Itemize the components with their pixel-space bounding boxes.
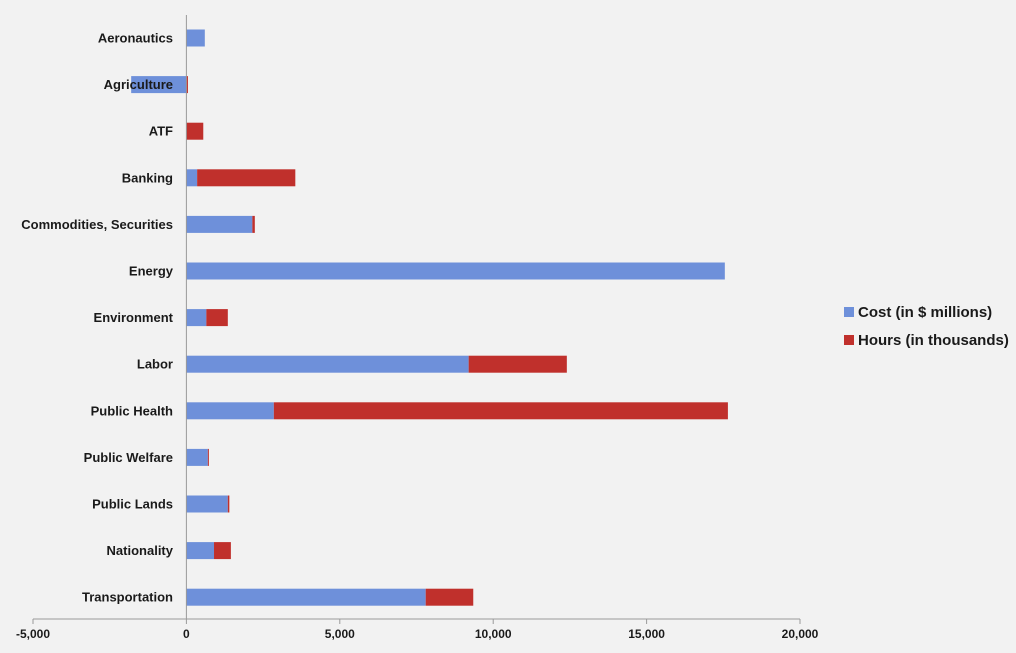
bar-labor-series-2	[468, 355, 567, 373]
bar-banking-series-2	[197, 169, 296, 187]
bar-agriculture-series-2	[186, 76, 188, 94]
x-ticks-layer: -5,000 0 5,000 10,000 15,000 20,000	[16, 619, 819, 641]
bar-aeronautics-series-1	[186, 29, 205, 47]
category-label: Transportation	[82, 590, 173, 605]
category-label: Agriculture	[104, 77, 173, 92]
bar-energy-series-1	[186, 262, 725, 280]
category-label: Public Lands	[92, 497, 173, 512]
bar-public-health-series-1	[186, 402, 274, 420]
legend-label: Hours (in thousands)	[858, 332, 1009, 349]
x-tick-label: 20,000	[782, 627, 819, 641]
category-label: Aeronautics	[98, 31, 173, 46]
bar-banking-series-1	[186, 169, 198, 187]
category-labels-layer: Aeronautics Agriculture ATF Banking Commodit…	[21, 31, 173, 605]
bar-public-lands-series-1	[186, 495, 228, 513]
category-label: Commodities, Securities	[21, 217, 173, 232]
bar-transportation-series-2	[425, 588, 474, 606]
bar-public-welfare-series-1	[186, 448, 208, 466]
bar-environment-series-2	[206, 309, 228, 327]
legend: Cost (in $ millions) Hours (in thousands)	[844, 304, 1009, 349]
x-tick-label: 0	[183, 627, 190, 641]
bar-transportation-series-1	[186, 588, 426, 606]
bar-agriculture-series-1	[131, 76, 187, 94]
bar-environment-series-1	[186, 309, 207, 327]
category-label: Public Health	[91, 403, 173, 418]
x-tick-label: 5,000	[325, 627, 355, 641]
legend-swatch	[844, 307, 854, 317]
bar-commodities-securities-series-1	[186, 215, 253, 233]
bar-nationality-series-2	[214, 542, 231, 560]
category-label: Labor	[137, 357, 173, 372]
bar-atf-series-2	[186, 122, 204, 140]
bar-nationality-series-1	[186, 542, 215, 560]
bar-public-lands-series-2	[227, 495, 230, 513]
bar-public-welfare-series-2	[207, 448, 209, 466]
bar-labor-series-1	[186, 355, 469, 373]
legend-swatch	[844, 335, 854, 345]
category-label: Environment	[94, 310, 174, 325]
category-label: Public Welfare	[84, 450, 173, 465]
category-label: ATF	[149, 124, 173, 139]
category-label: Banking	[122, 170, 173, 185]
bars-layer	[131, 29, 728, 606]
x-tick-label: 10,000	[475, 627, 512, 641]
category-label: Nationality	[107, 543, 174, 558]
legend-label: Cost (in $ millions)	[858, 304, 992, 321]
category-label: Energy	[129, 264, 174, 279]
x-tick-label: -5,000	[16, 627, 50, 641]
bar-commodities-securities-series-2	[252, 215, 255, 233]
bar-public-health-series-2	[273, 402, 728, 420]
x-tick-label: 15,000	[628, 627, 665, 641]
